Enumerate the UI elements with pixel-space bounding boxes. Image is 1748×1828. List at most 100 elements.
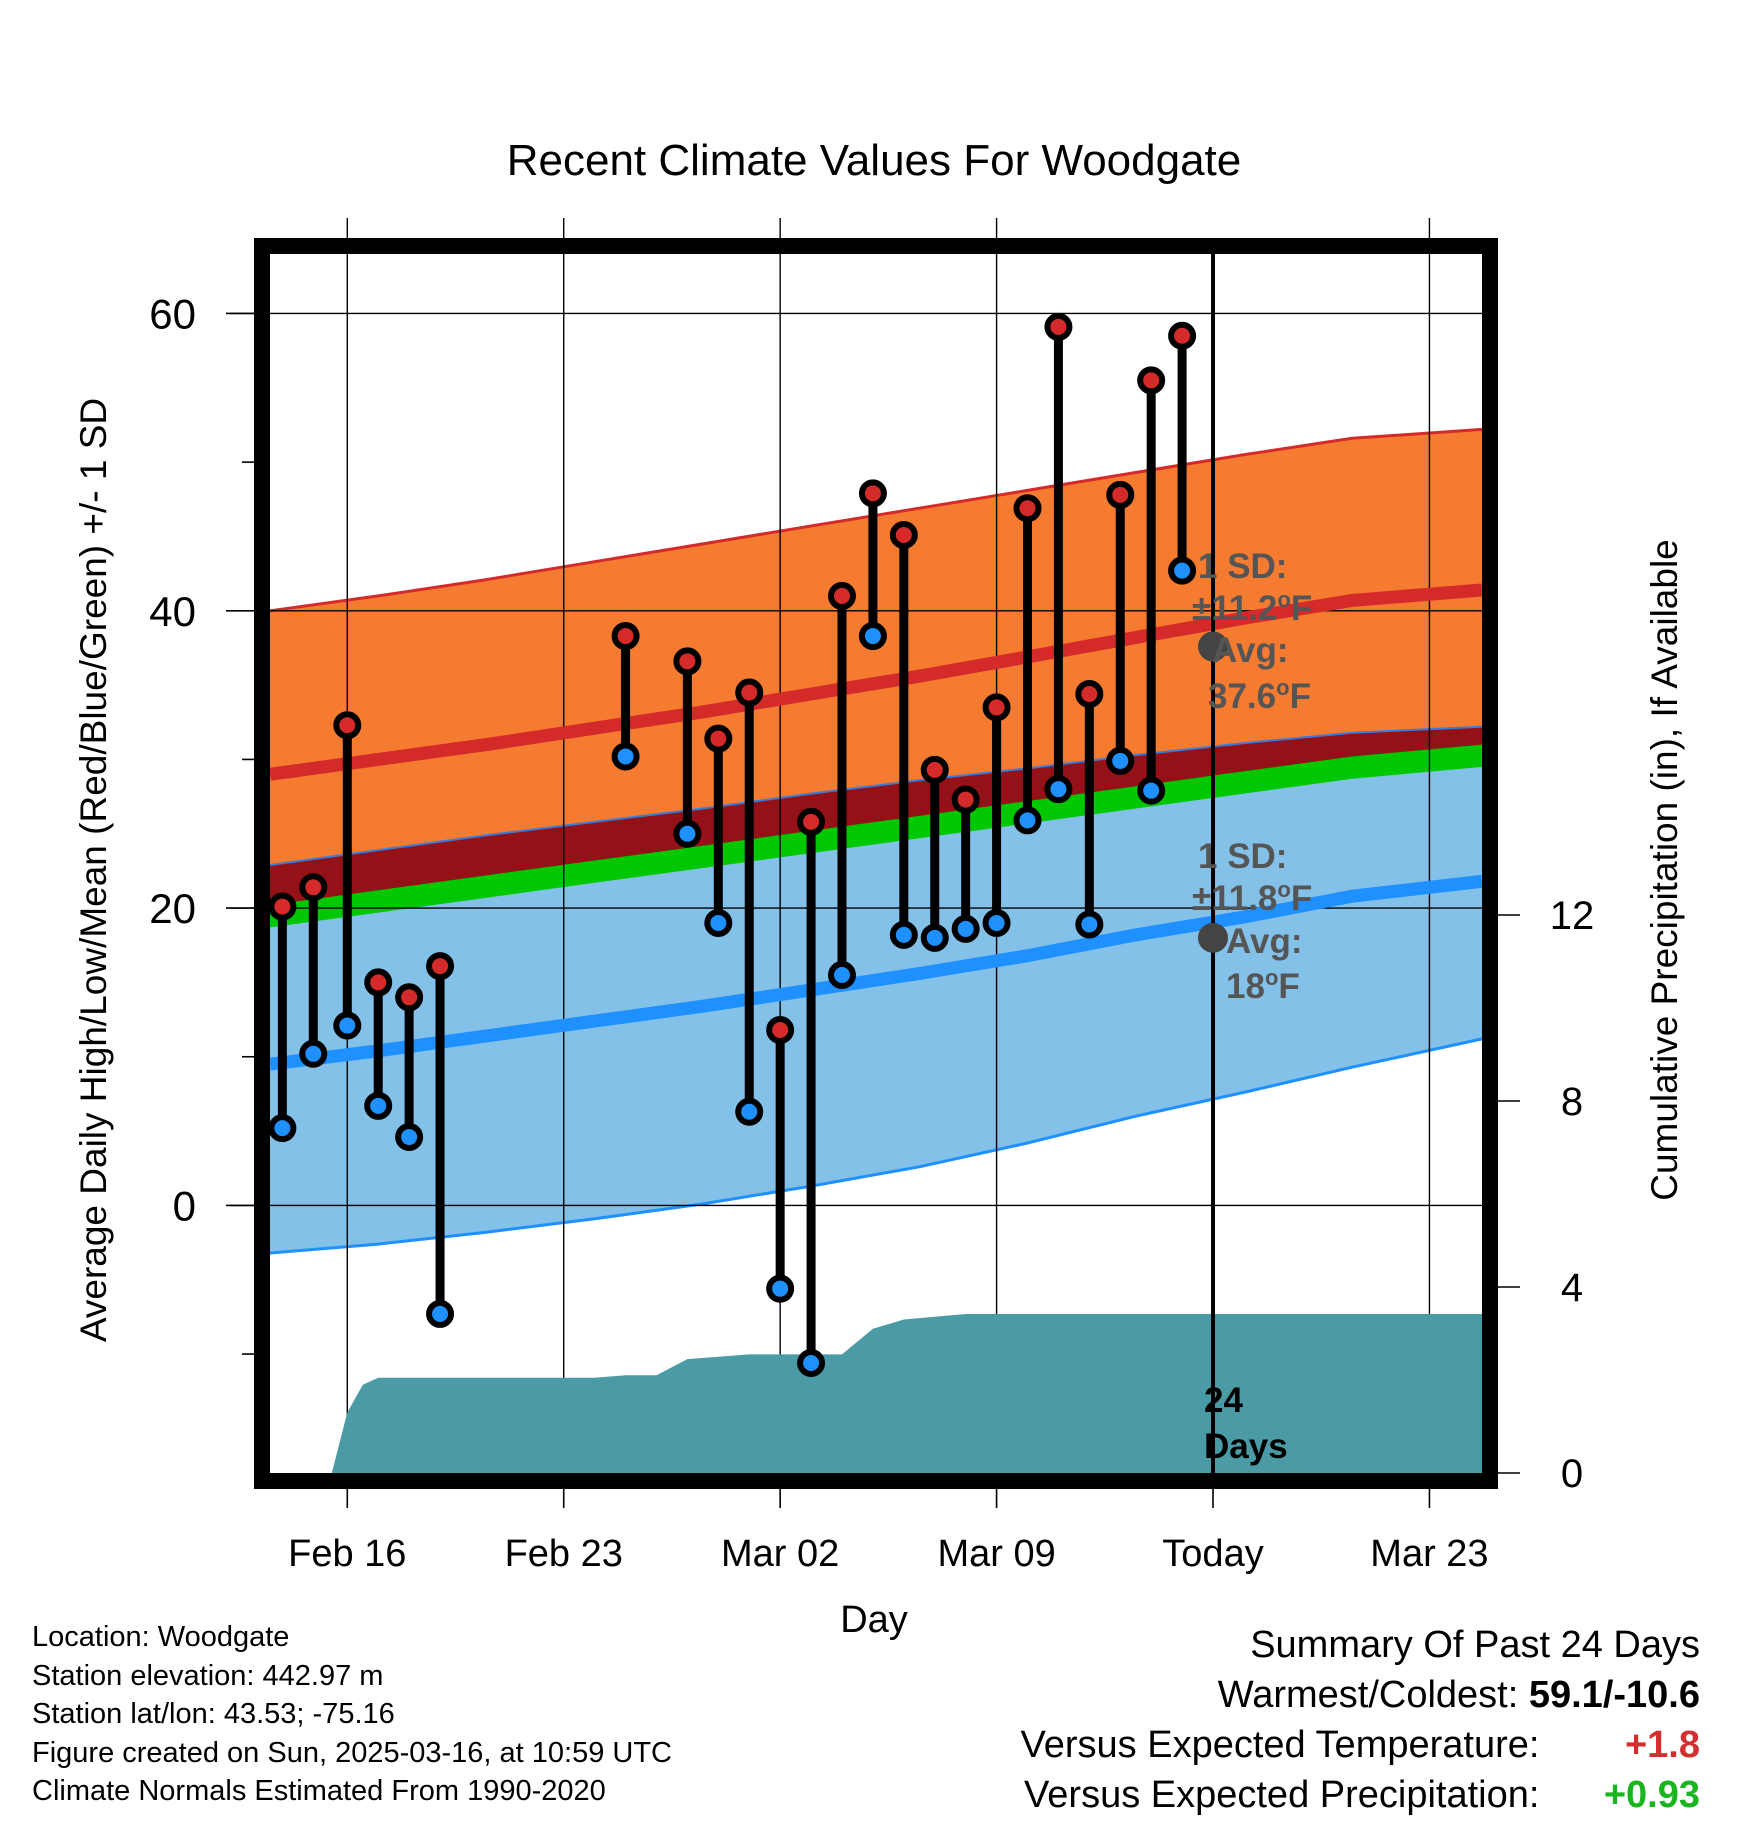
daily-high-point: [673, 647, 702, 676]
daily-high-point: [611, 622, 640, 651]
daily-low-point: [704, 908, 733, 937]
daily-low-point: [982, 908, 1011, 937]
temp-label: Versus Expected Temperature:: [1020, 1724, 1540, 1766]
plot-border: [254, 238, 1498, 1489]
x-tick-label: Mar 23: [1370, 1533, 1488, 1575]
low-lower-edge: [269, 1037, 1483, 1255]
daily-high-point: [766, 1015, 795, 1044]
daily-low-point: [364, 1091, 393, 1120]
daily-high-point: [1044, 312, 1073, 341]
latlon-text: Station lat/lon: 43.53; -75.16: [32, 1698, 395, 1730]
low-avg-marker: [1198, 922, 1229, 953]
low-avg-label: Avg:: [1226, 922, 1302, 961]
y2-axis-label: Cumulative Precipitation (in), If Availa…: [1644, 539, 1685, 1201]
daily-low-point: [766, 1274, 795, 1303]
station-info: Location: Woodgate Station elevation: 44…: [32, 1618, 672, 1811]
daily-low-point: [797, 1348, 826, 1377]
daily-low-point: [268, 1114, 297, 1143]
chart-title: Recent Climate Values For Woodgate: [507, 136, 1242, 185]
low-sd-band: [270, 750, 1482, 1253]
daily-high-point: [704, 724, 733, 753]
y2-tick-label: 12: [1550, 894, 1595, 938]
precip-area: [331, 1314, 1482, 1473]
daily-high-point: [299, 873, 328, 902]
daily-low-point: [920, 923, 949, 952]
daily-high-point: [333, 711, 362, 740]
y2-tick-label: 0: [1561, 1452, 1583, 1496]
days-count: 24: [1204, 1381, 1243, 1420]
daily-low-point: [858, 622, 887, 651]
elevation-text: Station elevation: 442.97 m: [32, 1659, 384, 1692]
summary-title: Summary Of Past 24 Days: [1250, 1624, 1700, 1666]
location-text: Location: Woodgate: [32, 1621, 290, 1653]
daily-low-point: [1137, 776, 1166, 805]
y-tick-label: 20: [149, 885, 196, 932]
high-avg-label: Avg:: [1212, 631, 1288, 670]
daily-low-point: [1168, 556, 1197, 585]
daily-high-point: [364, 968, 393, 997]
daily-low-point: [395, 1123, 424, 1152]
x-tick-label: Mar 09: [937, 1533, 1055, 1575]
daily-low-point: [1106, 746, 1135, 775]
precip-row: Versus Expected Precipitation: +0.93: [1021, 1770, 1700, 1820]
high-upper-edge: [269, 427, 1483, 613]
x-tick-label: Feb 23: [505, 1533, 623, 1575]
daily-high-point: [395, 983, 424, 1012]
daily-high-point: [735, 678, 764, 707]
high-lower-edge: [269, 725, 1483, 866]
daily-high-point: [797, 807, 826, 836]
daily-high-point: [1075, 680, 1104, 709]
y2-tick-label: 4: [1561, 1266, 1583, 1310]
mean-sd-band: [270, 744, 1482, 928]
daily-high-point: [1013, 494, 1042, 523]
daily-low-point: [889, 920, 918, 949]
y2-tick-label: 8: [1561, 1080, 1583, 1124]
chart-text: Recent Climate Values For Woodgate Day A…: [73, 136, 1685, 1641]
daily-high-point: [827, 581, 856, 610]
high-sd-label: 1 SD:: [1198, 547, 1287, 586]
daily-high-point: [268, 892, 297, 921]
daily-high-point: [951, 785, 980, 814]
summary-panel: Summary Of Past 24 Days Warmest/Coldest:…: [1021, 1620, 1700, 1820]
high-avg-value: 37.6oF: [1208, 675, 1311, 716]
x-tick-label: Mar 02: [721, 1533, 839, 1575]
daily-low-point: [827, 960, 856, 989]
warm-cold-label: Warmest/Coldest:: [1217, 1674, 1519, 1716]
y-tick-label: 40: [149, 588, 196, 635]
daily-observations: [268, 312, 1197, 1377]
plot-frame: [254, 238, 1498, 1489]
daily-high-point: [982, 693, 1011, 722]
high-sd-value: ±11.2oF: [1192, 587, 1312, 628]
high-mean-line: [269, 583, 1483, 781]
temp-value: +1.8: [1624, 1724, 1700, 1766]
low-avg-value: 18oF: [1226, 965, 1300, 1006]
y-tick-label: 60: [149, 290, 196, 337]
daily-high-point: [426, 952, 455, 981]
daily-high-point: [920, 755, 949, 784]
y-tick-label: 0: [173, 1182, 196, 1229]
x-tick-label: Today: [1162, 1533, 1263, 1575]
daily-high-point: [858, 479, 887, 508]
high-avg-marker: [1198, 631, 1229, 662]
warm-cold-value: 59.1/-10.6: [1528, 1674, 1700, 1716]
daily-low-point: [611, 742, 640, 771]
warm-cold-row: Warmest/Coldest: 59.1/-10.6: [1021, 1670, 1700, 1720]
low-mean-line: [269, 874, 1483, 1071]
precip-label: Versus Expected Precipitation:: [1024, 1774, 1540, 1816]
daily-high-point: [1137, 366, 1166, 395]
precip-value: +0.93: [1603, 1774, 1700, 1816]
precipitation-area: [331, 1314, 1482, 1473]
daily-low-point: [735, 1097, 764, 1126]
x-axis-label: Day: [840, 1599, 908, 1641]
daily-low-point: [951, 914, 980, 943]
daily-low-point: [333, 1011, 362, 1040]
daily-high-point: [1168, 321, 1197, 350]
daily-low-point: [426, 1299, 455, 1328]
y-axis-label: Average Daily High/Low/Mean (Red/Blue/Gr…: [73, 398, 114, 1342]
low-sd-label: 1 SD:: [1198, 837, 1287, 876]
daily-low-point: [673, 819, 702, 848]
daily-low-point: [1044, 775, 1073, 804]
